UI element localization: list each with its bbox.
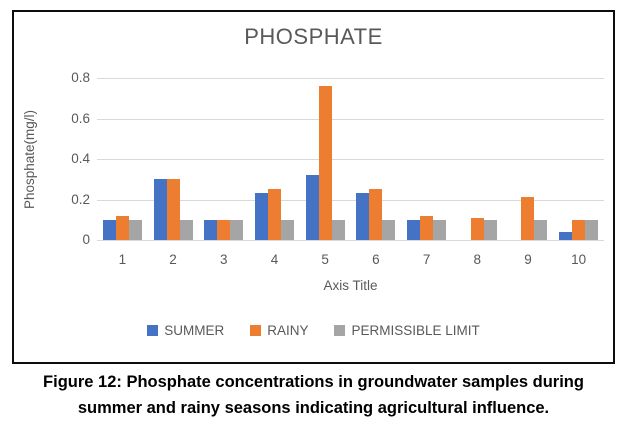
x-tick-label: 6 bbox=[372, 252, 380, 267]
legend-label: SUMMER bbox=[164, 323, 225, 338]
bar-summer bbox=[407, 220, 421, 240]
bar-summer bbox=[356, 193, 370, 240]
bar-permissible-limit bbox=[280, 220, 294, 240]
x-axis-title: Axis Title bbox=[323, 278, 378, 293]
gridline bbox=[97, 78, 604, 79]
chart-title: PHOSPHATE bbox=[244, 24, 383, 49]
legend-item-summer: SUMMER bbox=[147, 323, 224, 338]
legend-swatch-icon bbox=[334, 325, 346, 336]
legend-item-permissible-limit: PERMISSIBLE LIMIT bbox=[334, 323, 480, 338]
bar-rainy bbox=[318, 86, 332, 240]
bar-permissible-limit bbox=[534, 220, 548, 240]
bar-rainy bbox=[369, 189, 383, 240]
bar-rainy bbox=[470, 218, 484, 240]
x-tick-label: 3 bbox=[220, 252, 228, 267]
y-tick-label: 0.6 bbox=[71, 111, 90, 126]
bar-summer bbox=[559, 232, 573, 240]
bar-rainy bbox=[572, 220, 586, 240]
x-tick-label: 10 bbox=[571, 252, 587, 267]
bar-summer bbox=[153, 179, 167, 240]
x-tick-label: 8 bbox=[473, 252, 482, 267]
bar-rainy bbox=[267, 189, 281, 240]
x-axis-ticks: 1 2 3 4 5 6 7 8 9 10 bbox=[97, 252, 604, 267]
bar-group bbox=[300, 78, 351, 240]
bar-permissible-limit bbox=[585, 220, 599, 240]
plot-area bbox=[97, 78, 604, 241]
bar-groups bbox=[97, 78, 604, 240]
x-tick-label: 4 bbox=[270, 252, 279, 267]
y-tick-label: 0 bbox=[82, 232, 90, 247]
bar-group bbox=[401, 78, 452, 240]
x-tick-label: 2 bbox=[169, 252, 177, 267]
bar-permissible-limit bbox=[331, 220, 345, 240]
bar-summer bbox=[204, 220, 218, 240]
bar-group bbox=[452, 78, 503, 240]
x-tick-label: 1 bbox=[118, 252, 127, 267]
gridline bbox=[97, 240, 604, 241]
bar-summer bbox=[254, 193, 268, 240]
bar-group bbox=[503, 78, 554, 240]
bar-rainy bbox=[420, 216, 434, 240]
bar-permissible-limit bbox=[179, 220, 193, 240]
figure-caption-line-2: summer and rainy seasons indicating agri… bbox=[77, 399, 550, 417]
bar-group bbox=[553, 78, 604, 240]
bar-group bbox=[148, 78, 199, 240]
y-tick-label: 0.4 bbox=[71, 151, 90, 166]
y-axis-title: Phosphate(mg/l) bbox=[22, 109, 38, 209]
x-tick-label: 5 bbox=[321, 252, 329, 267]
bar-permissible-limit bbox=[230, 220, 244, 240]
bar-rainy bbox=[521, 197, 535, 240]
bar-group bbox=[351, 78, 402, 240]
gridline bbox=[97, 159, 604, 160]
bar-summer bbox=[305, 175, 319, 240]
bar-group bbox=[249, 78, 300, 240]
gridline bbox=[97, 119, 604, 120]
bar-group bbox=[97, 78, 148, 240]
y-tick-label: 0.8 bbox=[71, 70, 90, 85]
bar-permissible-limit bbox=[433, 220, 447, 240]
bar-rainy bbox=[217, 220, 231, 240]
bar-rainy bbox=[166, 179, 180, 240]
x-tick-label: 7 bbox=[422, 252, 431, 267]
legend-label: PERMISSIBLE LIMIT bbox=[351, 323, 480, 338]
figure-caption: Figure 12: Phosphate concentrations in g… bbox=[0, 369, 627, 421]
legend: SUMMER RAINY PERMISSIBLE LIMIT bbox=[14, 323, 613, 338]
chart-frame: PHOSPHATE Phosphate(mg/l) 0 0.2 0.4 0.6 0.8 … bbox=[12, 10, 615, 364]
legend-label: RAINY bbox=[267, 323, 309, 338]
bar-summer bbox=[102, 220, 116, 240]
bar-group bbox=[198, 78, 249, 240]
y-tick-label: 0.2 bbox=[71, 192, 90, 207]
bar-rainy bbox=[115, 216, 129, 240]
legend-item-rainy: RAINY bbox=[250, 323, 308, 338]
bar-permissible-limit bbox=[382, 220, 396, 240]
figure-caption-line-1: Figure 12: Phosphate concentrations in g… bbox=[43, 373, 584, 391]
legend-swatch-icon bbox=[250, 325, 262, 336]
bar-permissible-limit bbox=[128, 220, 142, 240]
x-tick-label: 9 bbox=[524, 252, 532, 267]
legend-swatch-icon bbox=[147, 325, 159, 336]
gridline bbox=[97, 200, 604, 201]
bar-permissible-limit bbox=[483, 220, 497, 240]
